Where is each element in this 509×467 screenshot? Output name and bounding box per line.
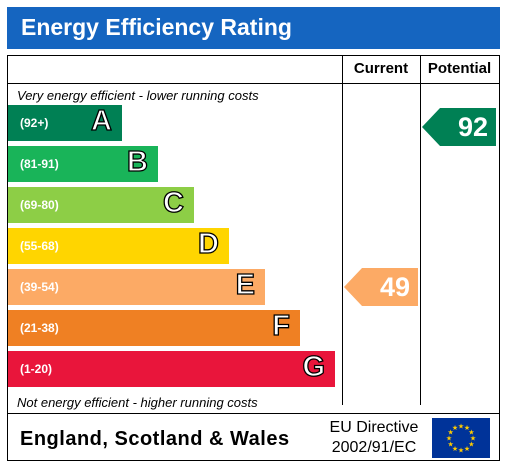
eu-star-icon: ★	[464, 445, 470, 453]
eu-star-icon: ★	[446, 435, 452, 443]
eu-flag-icon: ★ ★ ★ ★ ★ ★ ★ ★ ★ ★ ★ ★	[432, 418, 490, 458]
rating-band-g: (1-20) G	[8, 350, 335, 387]
footer-divider	[8, 413, 499, 414]
eu-star-icon: ★	[468, 429, 474, 437]
rating-band-b: (81-91) B	[8, 145, 158, 182]
current-column-header: Current	[353, 60, 409, 77]
band-range: (81-91)	[20, 157, 59, 171]
current-rating-arrow: 49	[344, 268, 418, 306]
current-rating-value: 49	[379, 272, 410, 302]
band-letter: D	[197, 227, 219, 260]
potential-arrow-shape	[422, 108, 496, 146]
band-letter: F	[272, 309, 291, 342]
band-letter: E	[235, 268, 256, 301]
rating-band-c: (69-80) C	[8, 186, 194, 223]
eu-star-icon: ★	[464, 424, 470, 432]
band-letter: G	[302, 350, 326, 383]
band-range: (1-20)	[20, 362, 53, 376]
rating-band-d: (55-68) D	[8, 227, 229, 264]
band-range: (69-80)	[20, 198, 59, 212]
band-range: (39-54)	[20, 280, 59, 294]
current-column-divider	[342, 56, 343, 405]
band-range: (55-68)	[20, 239, 59, 253]
country-label: England, Scotland & Wales	[20, 428, 290, 450]
potential-rating-value: 92	[457, 112, 488, 142]
page-title: Energy Efficiency Rating	[21, 14, 292, 40]
eu-star-icon: ★	[458, 423, 464, 431]
rating-band-f: (21-38) F	[8, 309, 300, 346]
band-letter: B	[126, 145, 148, 178]
rating-frame: Current Potential Very energy efficient …	[7, 55, 500, 461]
header-divider	[8, 83, 499, 84]
bottom-note: Not energy efficient - higher running co…	[17, 395, 258, 410]
directive-line-2: 2002/91/EC	[331, 439, 417, 456]
potential-column-header: Potential	[427, 60, 492, 77]
eu-star-icon: ★	[452, 424, 458, 432]
band-range: (92+)	[20, 116, 49, 130]
eu-directive: EU Directive 2002/91/EC	[326, 418, 422, 458]
band-range: (21-38)	[20, 321, 59, 335]
potential-column-divider	[420, 56, 421, 405]
eu-star-icon: ★	[470, 435, 476, 443]
eu-star-icon: ★	[458, 447, 464, 455]
directive-line-1: EU Directive	[329, 419, 419, 436]
top-note: Very energy efficient - lower running co…	[17, 88, 259, 103]
band-letter: C	[162, 186, 184, 219]
rating-band-a: (92+) A	[8, 104, 122, 141]
eu-star-icon: ★	[452, 445, 458, 453]
eu-star-icon: ★	[468, 441, 474, 449]
eu-star-icon: ★	[447, 429, 453, 437]
current-arrow-shape	[344, 268, 418, 306]
potential-rating-arrow: 92	[422, 108, 496, 146]
rating-band-e: (39-54) E	[8, 268, 265, 305]
band-letter: A	[90, 104, 112, 137]
header-bar: Energy Efficiency Rating	[7, 7, 500, 49]
eu-star-icon: ★	[447, 441, 453, 449]
